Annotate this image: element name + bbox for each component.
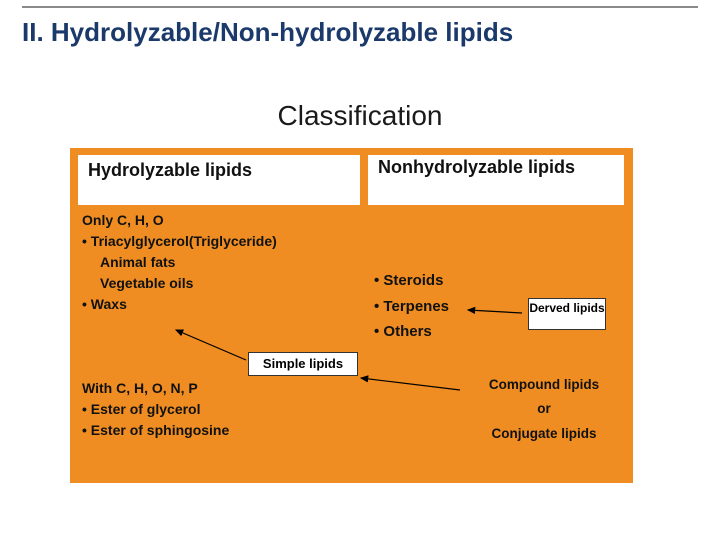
group1-lead: Only C, H, O	[82, 210, 352, 231]
right-item-steroids: Steroids	[374, 268, 449, 294]
compound-line2: Conjugate lipids	[460, 422, 628, 446]
right-item-others: Others	[374, 319, 449, 345]
hydrolyzable-group-chonp: With C, H, O, N, P Ester of glycerol Est…	[82, 378, 352, 441]
group1-item-waxs: Waxs	[82, 294, 352, 315]
group1-item-triacylglycerol: Triacylglycerol(Triglyceride)	[82, 231, 352, 252]
nonhydrolyzable-list: Steroids Terpenes Others	[374, 268, 449, 345]
group2-lead: With C, H, O, N, P	[82, 378, 352, 399]
compound-lipids-label: Compound lipids or Conjugate lipids	[460, 373, 628, 446]
simple-lipids-box: Simple lipids	[248, 352, 358, 376]
nonhydrolyzable-header: Nonhydrolyzable lipids	[378, 158, 575, 178]
right-item-terpenes: Terpenes	[374, 294, 449, 320]
derived-lipids-box: Derved lipids	[528, 298, 606, 330]
compound-line1: Compound lipids	[460, 373, 628, 397]
group2-item-glycerol: Ester of glycerol	[82, 399, 352, 420]
hydrolyzable-header: Hydrolyzable lipids	[88, 160, 252, 181]
slide-subtitle: Classification	[0, 100, 720, 132]
hydrolyzable-group-cho: Only C, H, O Triacylglycerol(Triglycerid…	[82, 210, 352, 315]
compound-or: or	[460, 397, 628, 421]
group1-sub-animal-fats: Animal fats	[82, 252, 352, 273]
group1-sub-vegetable-oils: Vegetable oils	[82, 273, 352, 294]
header-divider	[22, 6, 698, 8]
group2-item-sphingosine: Ester of sphingosine	[82, 420, 352, 441]
slide-title: II. Hydrolyzable/Non-hydrolyzable lipids	[22, 18, 698, 48]
